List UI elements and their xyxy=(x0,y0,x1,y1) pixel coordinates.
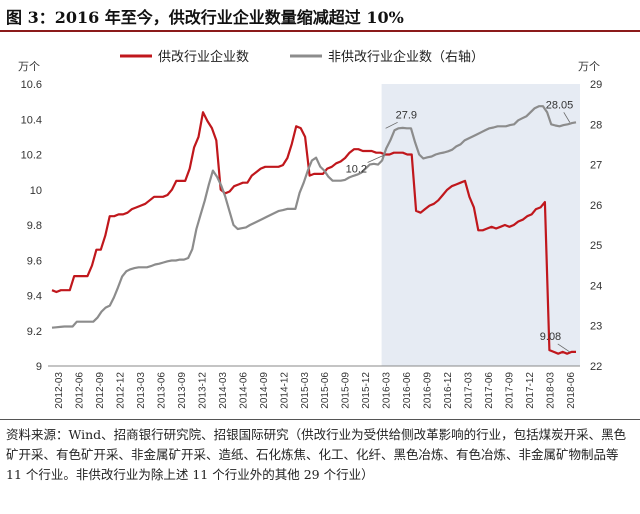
annotation-leader xyxy=(557,343,570,353)
y-right-tick-label: 23 xyxy=(590,321,602,333)
x-tick-label: 2014-03 xyxy=(218,372,229,409)
x-tick-label: 2015-03 xyxy=(300,372,311,409)
x-tick-label: 2014-09 xyxy=(259,372,270,409)
y-left-tick-label: 10 xyxy=(30,185,42,197)
x-tick-label: 2017-09 xyxy=(504,372,515,409)
x-tick-label: 2016-09 xyxy=(423,372,434,409)
y-right-tick-label: 25 xyxy=(590,240,602,252)
source-divider xyxy=(0,419,640,420)
x-tick-label: 2012-12 xyxy=(116,372,127,409)
x-tick-label: 2014-06 xyxy=(238,372,249,409)
y-left-tick-label: 9.6 xyxy=(27,255,42,267)
x-tick-label: 2017-03 xyxy=(463,372,474,409)
y-right-tick-label: 24 xyxy=(590,280,602,292)
y-right-tick-label: 28 xyxy=(590,119,602,131)
legend-label: 非供改行业企业数（右轴） xyxy=(328,49,484,64)
x-tick-label: 2012-06 xyxy=(75,372,86,409)
figure-title: 图 3：2016 年至今，供改行业企业数量缩减超过 10% xyxy=(6,8,404,27)
x-tick-label: 2013-09 xyxy=(177,372,188,409)
annotations: 27.9 10.2 28.05 9.08 xyxy=(346,99,574,353)
x-tick-label: 2017-06 xyxy=(484,372,495,409)
x-tick-label: 2017-12 xyxy=(525,372,536,409)
x-tick-label: 2018-03 xyxy=(545,372,556,409)
x-tick-label: 2016-03 xyxy=(382,372,393,409)
axes: 9 9.2 9.4 9.6 9.8 10 10.2 10.4 10.6 22 23 24 25 26 27 2… xyxy=(18,60,602,409)
y-right-tick-label: 27 xyxy=(590,160,602,172)
annotation-leader xyxy=(367,154,386,163)
y-left-tick-label: 9.2 xyxy=(27,326,42,338)
y-left-unit: 万个 xyxy=(18,60,40,73)
series-line-supply-reform xyxy=(51,111,576,355)
x-tick-label: 2013-12 xyxy=(197,372,208,409)
legend: 供改行业企业数 非供改行业企业数（右轴） xyxy=(120,49,484,64)
title-divider xyxy=(0,30,640,32)
chart: 9 9.2 9.4 9.6 9.8 10 10.2 10.4 10.6 22 23 24 25 26 27 2… xyxy=(18,49,602,409)
x-tick-label: 2012-03 xyxy=(54,372,65,409)
data-label: 27.9 xyxy=(396,109,417,121)
series-line-non-supply-reform xyxy=(51,105,577,329)
y-left-tick-label: 10.2 xyxy=(21,150,42,162)
y-left-tick-label: 9.4 xyxy=(27,291,42,303)
x-tick-label: 2014-12 xyxy=(279,372,290,409)
y-left-tick-label: 10.4 xyxy=(21,114,42,126)
x-tick-label: 2012-09 xyxy=(95,372,106,409)
y-left-tick-label: 9 xyxy=(36,361,42,373)
x-tick-label: 2018-06 xyxy=(566,372,577,409)
y-left-tick-label: 10.6 xyxy=(21,79,42,91)
x-tick-label: 2013-03 xyxy=(136,372,147,409)
data-label: 10.2 xyxy=(346,164,367,176)
y-right-unit: 万个 xyxy=(578,60,600,73)
y-right-tick-label: 22 xyxy=(590,361,602,373)
annotation-leader xyxy=(563,112,571,123)
y-right-tick-label: 26 xyxy=(590,200,602,212)
y-left-tick-label: 9.8 xyxy=(27,220,42,232)
data-label: 9.08 xyxy=(540,331,561,343)
series-lines xyxy=(51,105,577,355)
x-tick-label: 2016-06 xyxy=(402,372,413,409)
source-note: 资料来源：Wind、招商银行研究院、招银国际研究（供改行业为受供给侧改革影响的行… xyxy=(6,427,627,482)
legend-label: 供改行业企业数 xyxy=(158,49,249,64)
x-tick-label: 2016-12 xyxy=(443,372,454,409)
data-label: 28.05 xyxy=(546,99,574,111)
y-right-tick-label: 29 xyxy=(590,79,602,91)
x-tick-label: 2015-06 xyxy=(320,372,331,409)
annotation-leader xyxy=(385,121,398,129)
x-tick-label: 2015-09 xyxy=(341,372,352,409)
forecast-shade xyxy=(381,84,580,366)
x-tick-label: 2013-06 xyxy=(157,372,168,409)
x-tick-label: 2015-12 xyxy=(361,372,372,409)
